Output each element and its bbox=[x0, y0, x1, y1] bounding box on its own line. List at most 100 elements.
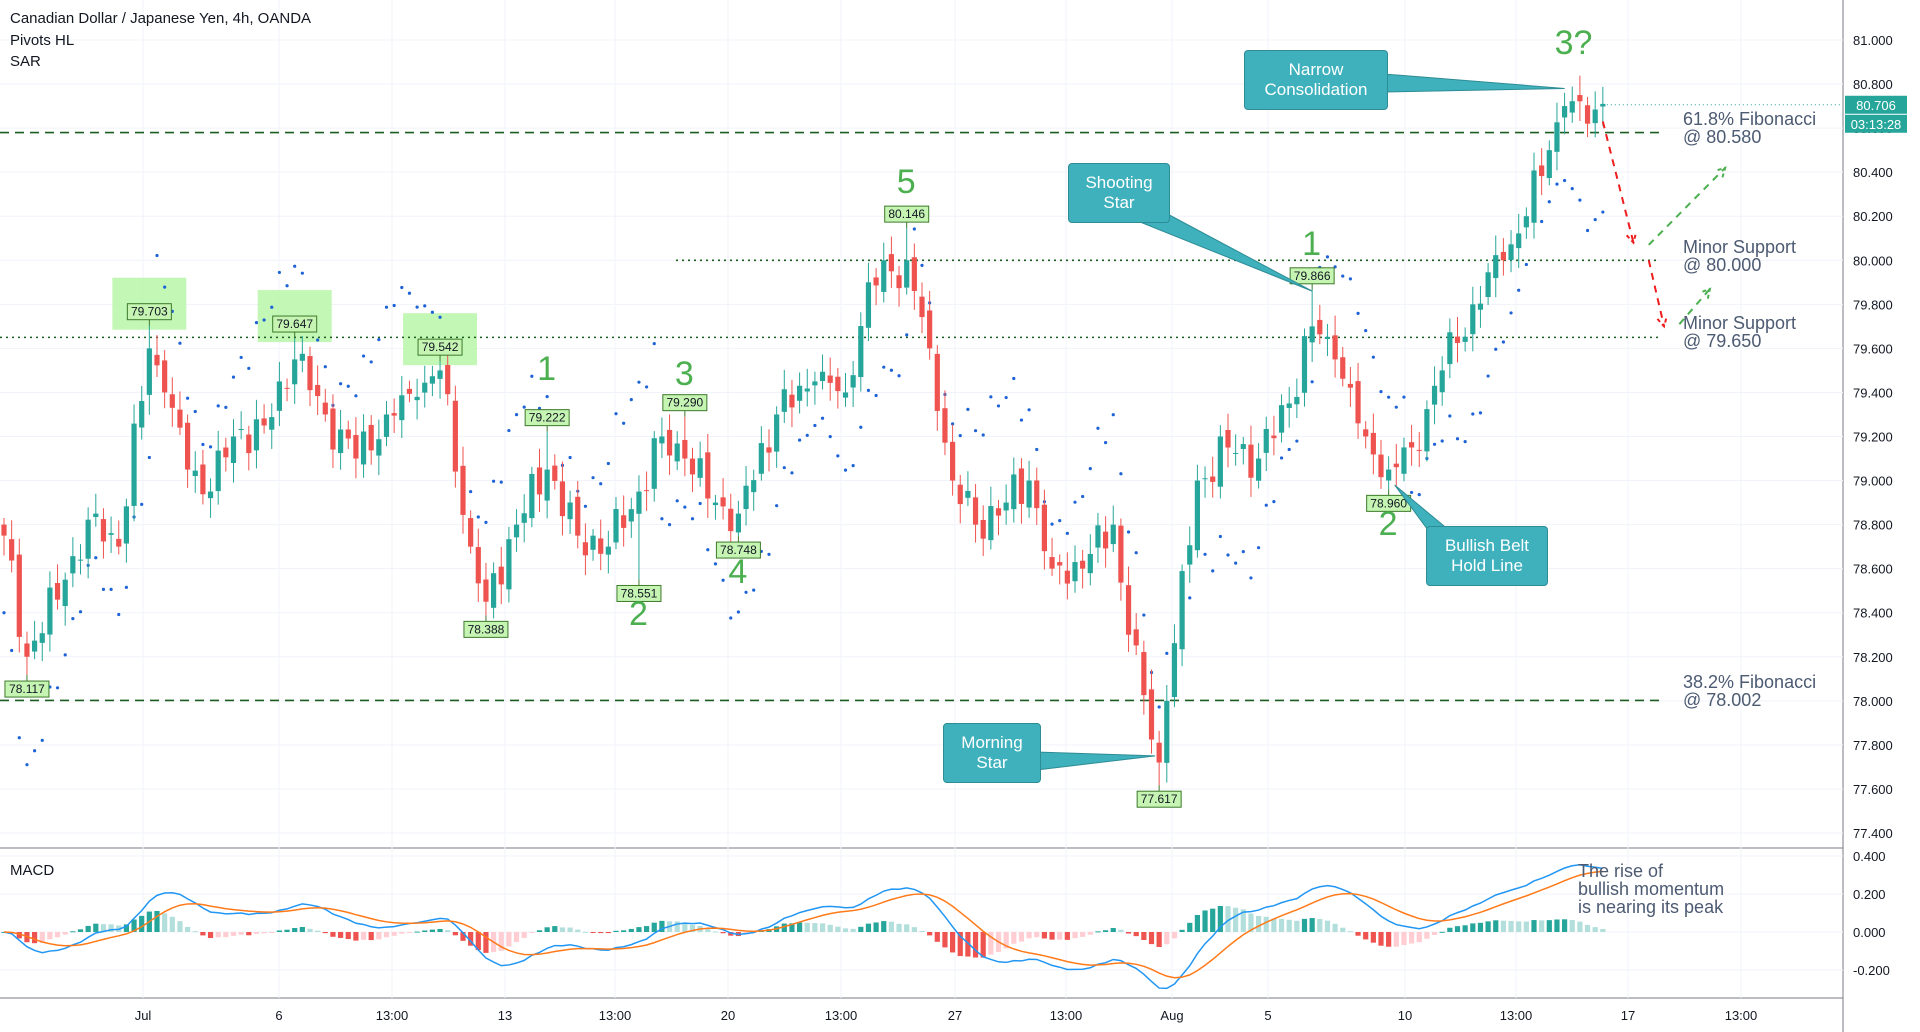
time-tick-label: 13:00 bbox=[1050, 1008, 1083, 1023]
sar-dot bbox=[216, 404, 220, 408]
projection-arrowhead bbox=[1625, 232, 1637, 245]
candle-body bbox=[1087, 553, 1093, 574]
candle-body bbox=[1141, 652, 1147, 696]
time-tick-label: 13:00 bbox=[599, 1008, 632, 1023]
macd-histogram-bar bbox=[881, 921, 887, 932]
candle-body bbox=[1554, 122, 1560, 152]
macd-histogram-bar bbox=[598, 932, 604, 934]
macd-note-line2: bullish momentum bbox=[1578, 879, 1725, 899]
pivot-label: 80.146 bbox=[888, 207, 925, 221]
sar-dot bbox=[851, 464, 855, 468]
sar-dot bbox=[775, 504, 779, 508]
macd-histogram-bar bbox=[904, 924, 910, 932]
countdown-tag bbox=[1845, 114, 1907, 133]
pivot-label: 79.866 bbox=[1294, 269, 1331, 283]
macd-histogram-bar bbox=[322, 932, 328, 934]
last-price-tag bbox=[1845, 95, 1907, 114]
pivot-label: 77.617 bbox=[1141, 792, 1178, 806]
sar-dot bbox=[71, 617, 75, 621]
macd-histogram-bar bbox=[85, 925, 91, 932]
candle-body bbox=[1523, 216, 1529, 228]
candle-body bbox=[77, 559, 84, 561]
macd-note: The rise of bullish momentum is nearing … bbox=[1578, 862, 1724, 916]
sar-dot bbox=[599, 482, 603, 486]
candle-body bbox=[299, 353, 305, 361]
macd-histogram-bar bbox=[927, 932, 933, 936]
macd-histogram-bar bbox=[712, 931, 719, 933]
wave-label: 2 bbox=[628, 594, 648, 633]
candle-body bbox=[682, 439, 688, 459]
macd-histogram-bar bbox=[1018, 932, 1025, 942]
macd-histogram-bar bbox=[1577, 921, 1583, 932]
macd-histogram-bar bbox=[1309, 918, 1315, 932]
macd-histogram-bar bbox=[47, 932, 53, 940]
sar-dot bbox=[782, 466, 786, 470]
sar-dot bbox=[155, 253, 159, 258]
candle-body bbox=[965, 490, 971, 498]
sar-dot bbox=[1257, 546, 1261, 550]
callout-belt-line1: Bullish Belt bbox=[1444, 536, 1530, 555]
sar-dot bbox=[1593, 217, 1597, 222]
macd-histogram-bar bbox=[1600, 928, 1606, 932]
sar-dot bbox=[1540, 219, 1544, 224]
macd-histogram-bar bbox=[360, 932, 367, 940]
sar-dot bbox=[270, 305, 274, 309]
pivot-label: 78.388 bbox=[468, 622, 505, 636]
projection-arrowhead bbox=[1700, 287, 1712, 299]
macd-histogram-bar bbox=[934, 932, 940, 942]
candle-body bbox=[842, 392, 849, 398]
candle-body bbox=[942, 408, 948, 443]
macd-histogram-bar bbox=[911, 927, 917, 932]
sar-dot bbox=[316, 338, 320, 342]
candle-body bbox=[399, 395, 405, 421]
macd-histogram-bar bbox=[1110, 928, 1116, 932]
candle-body bbox=[116, 538, 122, 547]
price-tick-label: 80.200 bbox=[1853, 209, 1893, 224]
candle-body bbox=[1301, 336, 1308, 393]
candle-body bbox=[1347, 383, 1353, 388]
support-79650-label: Minor Support @ 79.650 bbox=[1683, 314, 1796, 350]
candle-body bbox=[1454, 336, 1461, 343]
sar-dot bbox=[828, 435, 832, 439]
sar-dot bbox=[973, 429, 978, 433]
candle-body bbox=[39, 633, 45, 643]
candle-body bbox=[1, 524, 7, 536]
sar-dot bbox=[1081, 494, 1085, 499]
candle-body bbox=[1378, 454, 1384, 478]
sar-dot bbox=[361, 354, 366, 358]
sar-dot bbox=[1165, 651, 1169, 655]
sar-dot bbox=[1478, 411, 1483, 415]
sar-dot bbox=[1547, 200, 1551, 204]
sar-dot bbox=[55, 686, 60, 690]
macd-histogram-bar bbox=[552, 926, 558, 932]
last-price-value: 80.706 bbox=[1856, 98, 1896, 113]
macd-histogram-bar bbox=[1317, 918, 1323, 932]
macd-histogram-bar bbox=[1523, 921, 1529, 932]
sar-dot bbox=[1035, 447, 1039, 452]
sar-dot bbox=[178, 341, 182, 345]
sar-dot bbox=[1509, 311, 1513, 315]
candle-body bbox=[1248, 444, 1254, 478]
sar-dot bbox=[606, 461, 610, 466]
candle-body bbox=[437, 370, 443, 379]
candle-body bbox=[1386, 469, 1392, 481]
sar-dot bbox=[354, 394, 358, 398]
macd-histogram-bar bbox=[1171, 932, 1178, 939]
sar-dot bbox=[430, 310, 434, 314]
sar-dot bbox=[629, 397, 633, 402]
sar-dot bbox=[293, 264, 297, 268]
candle-body bbox=[62, 579, 68, 607]
macd-histogram-bar bbox=[789, 923, 795, 932]
candle-body bbox=[1500, 251, 1506, 261]
sar-dot bbox=[813, 423, 817, 428]
wave-label: 3? bbox=[1554, 24, 1593, 63]
macd-histogram-bar bbox=[154, 910, 160, 932]
candle-body bbox=[1225, 429, 1231, 448]
sar-dot bbox=[966, 407, 970, 412]
sar-dot bbox=[339, 382, 343, 386]
candle-body bbox=[292, 359, 298, 385]
candle-body bbox=[1363, 429, 1369, 437]
candle-body bbox=[1103, 531, 1109, 549]
candle-body bbox=[567, 502, 573, 520]
sar-dot bbox=[469, 490, 473, 494]
